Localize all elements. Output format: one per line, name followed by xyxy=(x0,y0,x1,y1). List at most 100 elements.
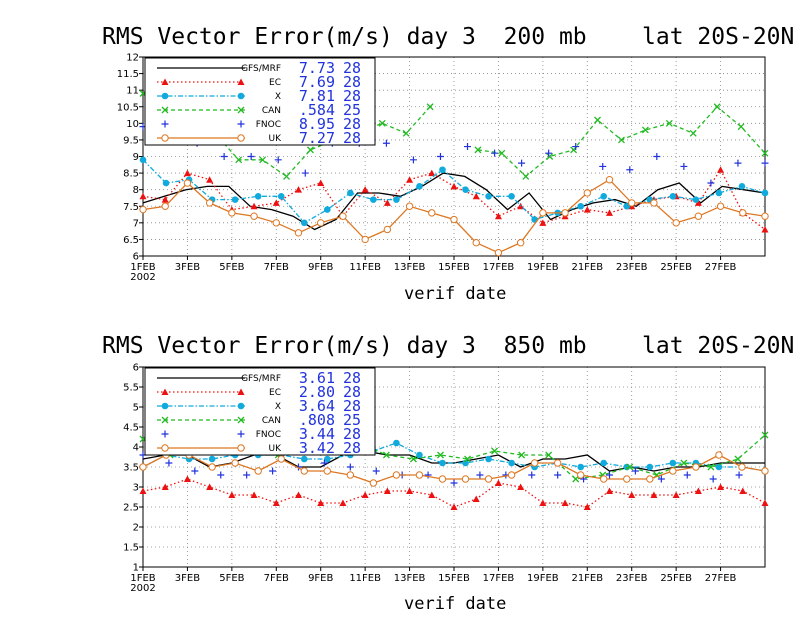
data-point xyxy=(707,463,715,471)
data-point xyxy=(272,499,280,506)
data-point xyxy=(369,479,378,487)
data-point xyxy=(646,475,654,483)
data-point xyxy=(561,499,569,506)
legend-mean: 7.69 xyxy=(299,73,335,91)
data-point xyxy=(161,402,169,410)
legend-item: GFS/MRF 3.61 28 xyxy=(157,369,361,387)
data-point xyxy=(439,459,446,467)
data-point xyxy=(715,189,723,197)
data-point xyxy=(272,199,280,206)
data-point xyxy=(623,475,631,483)
data-point xyxy=(694,487,702,494)
data-point xyxy=(546,153,554,160)
data-point xyxy=(761,212,769,220)
series-ec xyxy=(139,166,769,233)
data-point xyxy=(508,459,515,467)
data-point xyxy=(361,235,369,244)
data-point xyxy=(428,169,436,177)
x-tick-label: 11FEB xyxy=(349,573,381,584)
data-point xyxy=(208,463,216,471)
data-point xyxy=(626,166,634,174)
data-point xyxy=(738,183,746,190)
y-tick-label: 10 xyxy=(126,119,139,130)
data-point xyxy=(761,189,769,197)
x-tick-label: 7FEB xyxy=(264,262,289,273)
data-point xyxy=(694,199,702,206)
data-point xyxy=(393,196,400,203)
chart-title: RMS Vector Error(m/s) day 3 200 mb lat 2… xyxy=(102,24,794,50)
data-point xyxy=(402,129,410,137)
data-point xyxy=(393,439,400,447)
data-point xyxy=(605,176,614,184)
data-point xyxy=(323,206,331,213)
data-point xyxy=(600,459,608,467)
data-point xyxy=(464,455,471,463)
data-point xyxy=(437,451,444,459)
data-point xyxy=(657,475,665,483)
data-point xyxy=(277,193,285,200)
data-point xyxy=(161,444,169,452)
data-point xyxy=(228,491,236,498)
data-point xyxy=(450,479,458,487)
data-point xyxy=(254,193,262,200)
y-tick-label: 8 xyxy=(133,185,139,196)
data-point xyxy=(539,209,547,217)
data-point xyxy=(139,205,147,214)
legend-count: 28 xyxy=(343,87,361,105)
data-point xyxy=(250,202,258,210)
data-point xyxy=(161,134,169,142)
data-point xyxy=(250,491,258,498)
chart-850mb: RMS Vector Error(m/s) day 3 850 mb lat 2… xyxy=(102,333,794,614)
data-point xyxy=(165,459,173,467)
data-point xyxy=(716,202,725,210)
data-point xyxy=(317,179,325,187)
x-axis-label: verif date xyxy=(404,284,506,304)
legend-name: FNOC xyxy=(256,430,281,440)
series-gfs-mrf xyxy=(142,172,766,231)
legend-mean: 7.27 xyxy=(299,129,335,147)
y-tick-label: 1 xyxy=(133,563,139,574)
data-point xyxy=(739,487,747,494)
data-point xyxy=(472,192,480,200)
data-point xyxy=(237,78,245,85)
data-point xyxy=(713,103,721,111)
data-point xyxy=(738,463,746,471)
series-uk xyxy=(139,176,769,257)
y-tick-label: 12 xyxy=(126,53,139,64)
data-point xyxy=(553,459,562,467)
data-point xyxy=(183,179,192,187)
legend-item: EC 2.80 28 xyxy=(157,383,361,401)
chart-title: RMS Vector Error(m/s) day 3 850 mb lat 2… xyxy=(102,333,794,359)
data-point xyxy=(646,463,654,471)
y-tick-label: 6 xyxy=(133,363,139,374)
x-tick-label: 3FEB xyxy=(175,262,200,273)
legend-item: EC 7.69 28 xyxy=(157,73,361,91)
data-point xyxy=(228,209,236,217)
data-point xyxy=(545,451,553,459)
data-point xyxy=(680,459,688,467)
data-point xyxy=(554,471,562,479)
y-tick-label: 9 xyxy=(133,152,139,163)
legend-count: 25 xyxy=(343,411,361,429)
data-point xyxy=(600,193,608,200)
legend-item: UK 7.27 28 xyxy=(157,129,361,147)
data-point xyxy=(683,471,691,479)
legend-mean: 3.61 xyxy=(299,369,335,387)
data-point xyxy=(438,475,447,483)
x-tick-label: 23FEB xyxy=(616,262,648,273)
y-tick-label: 2.5 xyxy=(123,503,139,514)
series-line xyxy=(142,172,766,231)
data-point xyxy=(301,169,309,177)
data-point xyxy=(372,467,380,475)
data-point xyxy=(694,212,703,220)
y-tick-label: 5.5 xyxy=(123,383,139,394)
x-tick-label: 15FEB xyxy=(438,573,470,584)
y-tick-label: 6.5 xyxy=(123,235,139,246)
legend-name: GFS/MRF xyxy=(241,64,281,74)
data-point xyxy=(300,467,308,475)
data-point xyxy=(583,189,591,197)
data-point xyxy=(237,444,245,452)
data-point xyxy=(382,139,390,147)
legend-name: FNOC xyxy=(256,120,281,130)
